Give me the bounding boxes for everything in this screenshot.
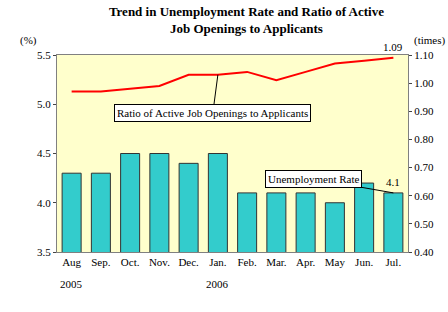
svg-text:1.09: 1.09	[383, 41, 403, 53]
svg-text:Nov.: Nov.	[149, 256, 170, 268]
svg-text:4.1: 4.1	[386, 176, 400, 188]
svg-text:5.0: 5.0	[37, 98, 51, 110]
svg-text:(%): (%)	[20, 34, 37, 47]
svg-text:5.5: 5.5	[37, 49, 51, 61]
svg-text:0.60: 0.60	[414, 190, 434, 202]
svg-text:Apr.: Apr.	[296, 256, 316, 268]
svg-text:3.5: 3.5	[37, 246, 51, 258]
svg-text:2006: 2006	[206, 278, 229, 290]
svg-text:0.70: 0.70	[414, 161, 434, 173]
svg-text:Aug: Aug	[62, 256, 81, 268]
svg-text:Trend in Unemployment Rate and: Trend in Unemployment Rate and Ratio of …	[109, 4, 384, 36]
svg-text:Jun.: Jun.	[355, 256, 373, 268]
svg-text:0.90: 0.90	[414, 105, 434, 117]
svg-text:1.10: 1.10	[414, 49, 434, 61]
svg-text:Oct.: Oct.	[121, 256, 140, 268]
svg-text:Dec.: Dec.	[178, 256, 199, 268]
svg-text:Unemployment Rate: Unemployment Rate	[268, 173, 359, 185]
svg-text:0.50: 0.50	[414, 218, 434, 230]
svg-text:4.0: 4.0	[37, 197, 51, 209]
svg-text:Sep.: Sep.	[91, 256, 111, 268]
svg-text:0.80: 0.80	[414, 133, 434, 145]
svg-text:1.00: 1.00	[414, 77, 434, 89]
svg-text:Mar.: Mar.	[266, 256, 287, 268]
svg-text:Jul.: Jul.	[386, 256, 402, 268]
svg-text:0.40: 0.40	[414, 246, 434, 258]
svg-text:Feb.: Feb.	[238, 256, 258, 268]
svg-text:(times): (times)	[414, 34, 445, 47]
svg-text:May: May	[325, 256, 346, 268]
svg-text:Jan.: Jan.	[209, 256, 227, 268]
svg-text:4.5: 4.5	[37, 147, 51, 159]
svg-text:2005: 2005	[60, 278, 83, 290]
svg-text:Ratio of Active Job Openings t: Ratio of Active Job Openings to Applican…	[117, 107, 308, 119]
